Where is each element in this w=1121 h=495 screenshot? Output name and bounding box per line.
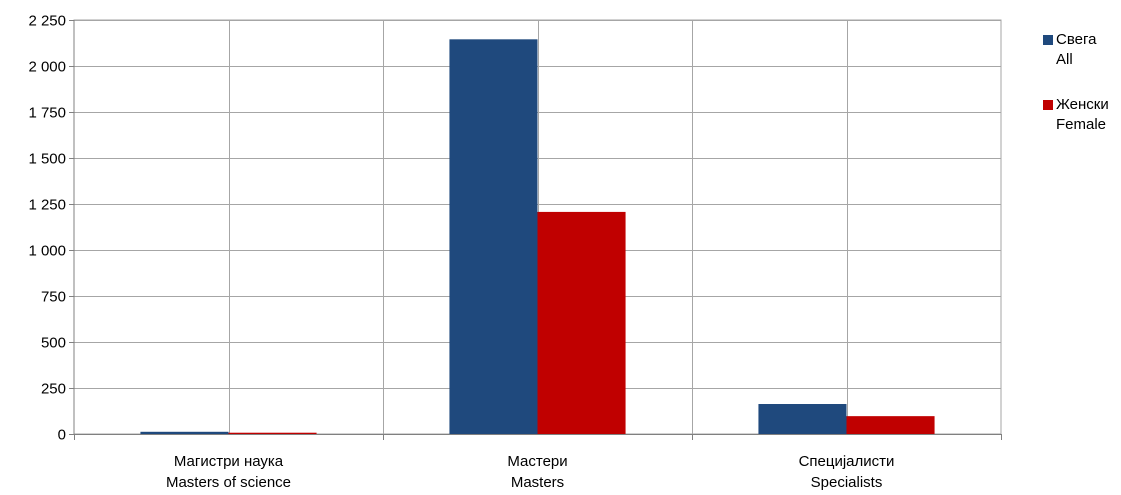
bar — [449, 39, 538, 434]
y-tick-label: 2 250 — [28, 13, 66, 30]
legend-swatch-female — [1043, 100, 1053, 110]
y-tick-label: 1 250 — [28, 197, 66, 214]
y-tick-label: 250 — [41, 381, 66, 398]
bar — [846, 416, 935, 434]
x-category-label: Мастери — [507, 453, 567, 470]
y-tick-label: 500 — [41, 335, 66, 352]
y-tick-label: 750 — [41, 289, 66, 306]
legend-swatch-all — [1043, 35, 1053, 45]
x-category-label: Masters of science — [166, 474, 291, 491]
y-tick-label: 1 500 — [28, 151, 66, 168]
x-category-label: Специјалисти — [799, 453, 895, 470]
legend-label-female-en: Female — [1056, 116, 1107, 133]
bar — [140, 431, 229, 434]
bar — [228, 432, 317, 434]
bar — [537, 211, 626, 434]
x-category-label: Specialists — [811, 474, 883, 491]
y-tick-label: 2 000 — [28, 59, 66, 76]
y-tick-label: 0 — [58, 427, 66, 444]
legend-label-all-en: All — [1056, 51, 1073, 68]
y-tick-label: 1 750 — [28, 105, 66, 122]
legend: Свега All Женски Female — [1043, 30, 1109, 160]
x-category-label: Masters — [511, 474, 564, 491]
legend-label-female-sr: Женски — [1056, 96, 1109, 113]
x-category-label: Магистри наука — [174, 453, 284, 470]
y-tick-label: 1 000 — [28, 243, 66, 260]
bar — [758, 404, 847, 434]
legend-item-female: Женски Female — [1043, 95, 1109, 135]
legend-item-all: Свега All — [1043, 30, 1109, 70]
legend-label-all-sr: Свега — [1056, 31, 1097, 48]
